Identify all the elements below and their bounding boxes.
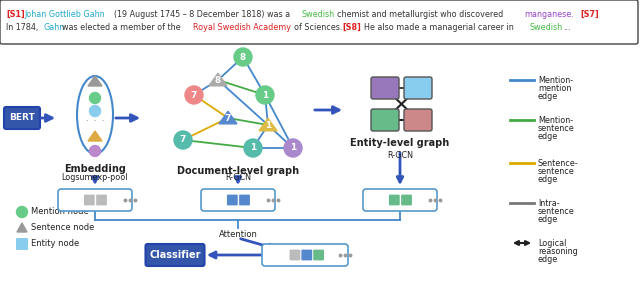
Text: Logical: Logical bbox=[538, 239, 566, 248]
Text: Sentence node: Sentence node bbox=[31, 224, 94, 232]
Text: Intra-: Intra- bbox=[538, 199, 559, 208]
FancyBboxPatch shape bbox=[227, 195, 237, 205]
Text: Royal Swedish Academy: Royal Swedish Academy bbox=[193, 23, 291, 32]
Text: chemist and metallurgist who discovered: chemist and metallurgist who discovered bbox=[337, 10, 503, 19]
Text: sentence: sentence bbox=[538, 207, 575, 216]
Text: edge: edge bbox=[538, 92, 558, 101]
Text: Document-level graph: Document-level graph bbox=[177, 166, 299, 176]
FancyBboxPatch shape bbox=[145, 244, 205, 266]
Text: Johan Gottlieb Gahn: Johan Gottlieb Gahn bbox=[24, 10, 104, 19]
Text: 8: 8 bbox=[240, 53, 246, 61]
Text: 1: 1 bbox=[250, 143, 256, 153]
FancyBboxPatch shape bbox=[4, 107, 40, 129]
Circle shape bbox=[185, 86, 203, 104]
Circle shape bbox=[17, 206, 28, 217]
Text: Classifier: Classifier bbox=[149, 250, 201, 260]
FancyBboxPatch shape bbox=[239, 195, 250, 205]
Text: Sentence-: Sentence- bbox=[538, 159, 579, 168]
Text: R-GCN: R-GCN bbox=[225, 173, 251, 183]
Circle shape bbox=[90, 106, 100, 117]
FancyBboxPatch shape bbox=[371, 77, 399, 99]
Polygon shape bbox=[88, 76, 102, 86]
Text: R-GCN: R-GCN bbox=[387, 150, 413, 160]
FancyBboxPatch shape bbox=[58, 189, 132, 211]
Text: Mention-: Mention- bbox=[538, 76, 573, 85]
Text: (19 August 1745 – 8 December 1818) was a: (19 August 1745 – 8 December 1818) was a bbox=[114, 10, 290, 19]
Polygon shape bbox=[219, 111, 237, 124]
Text: 1: 1 bbox=[265, 122, 271, 130]
Text: Swedish: Swedish bbox=[302, 10, 335, 19]
Text: [S1]: [S1] bbox=[6, 10, 25, 19]
Text: Gahn: Gahn bbox=[44, 23, 65, 32]
Text: ·  ·  ·: · · · bbox=[86, 117, 104, 127]
FancyBboxPatch shape bbox=[262, 244, 348, 266]
Text: Entity node: Entity node bbox=[31, 240, 79, 248]
FancyBboxPatch shape bbox=[313, 250, 324, 260]
FancyBboxPatch shape bbox=[301, 250, 312, 260]
Text: ...: ... bbox=[563, 23, 570, 32]
Polygon shape bbox=[88, 131, 102, 141]
Circle shape bbox=[174, 131, 192, 149]
FancyBboxPatch shape bbox=[84, 195, 95, 205]
Text: edge: edge bbox=[538, 255, 558, 264]
Text: manganese.: manganese. bbox=[524, 10, 573, 19]
Text: 7: 7 bbox=[180, 135, 186, 145]
Text: 7: 7 bbox=[225, 114, 231, 123]
Text: edge: edge bbox=[538, 175, 558, 184]
FancyBboxPatch shape bbox=[401, 195, 412, 205]
Circle shape bbox=[284, 139, 302, 157]
Text: Entity-level graph: Entity-level graph bbox=[350, 138, 450, 148]
FancyBboxPatch shape bbox=[371, 109, 399, 131]
Polygon shape bbox=[17, 223, 27, 232]
Text: 1: 1 bbox=[262, 91, 268, 99]
Text: Swedish: Swedish bbox=[530, 23, 563, 32]
Text: edge: edge bbox=[538, 215, 558, 224]
Text: [S8]: [S8] bbox=[342, 23, 361, 32]
Polygon shape bbox=[209, 73, 227, 86]
Circle shape bbox=[244, 139, 262, 157]
Text: In 1784,: In 1784, bbox=[6, 23, 38, 32]
Text: Mention node: Mention node bbox=[31, 207, 89, 217]
Circle shape bbox=[234, 48, 252, 66]
Text: edge: edge bbox=[538, 132, 558, 141]
Ellipse shape bbox=[77, 76, 113, 154]
Text: Attention: Attention bbox=[219, 230, 257, 239]
Text: 1: 1 bbox=[290, 143, 296, 153]
Text: 7: 7 bbox=[191, 91, 197, 99]
Text: reasoning: reasoning bbox=[538, 247, 578, 256]
Text: BERT: BERT bbox=[9, 114, 35, 122]
Text: of Sciences.: of Sciences. bbox=[294, 23, 342, 32]
FancyBboxPatch shape bbox=[290, 250, 300, 260]
FancyBboxPatch shape bbox=[0, 0, 638, 44]
Polygon shape bbox=[259, 118, 277, 131]
Text: mention: mention bbox=[538, 84, 572, 93]
Text: He also made a managerial career in: He also made a managerial career in bbox=[364, 23, 514, 32]
FancyBboxPatch shape bbox=[389, 195, 400, 205]
Text: 8: 8 bbox=[215, 76, 221, 85]
FancyBboxPatch shape bbox=[96, 195, 107, 205]
Text: [S7]: [S7] bbox=[580, 10, 599, 19]
Text: was elected a member of the: was elected a member of the bbox=[62, 23, 180, 32]
Text: Logsumexp-pool: Logsumexp-pool bbox=[61, 173, 128, 183]
Circle shape bbox=[90, 93, 100, 104]
FancyBboxPatch shape bbox=[363, 189, 437, 211]
Text: sentence: sentence bbox=[538, 167, 575, 176]
FancyBboxPatch shape bbox=[404, 77, 432, 99]
Text: Embedding: Embedding bbox=[64, 164, 126, 174]
FancyBboxPatch shape bbox=[404, 109, 432, 131]
FancyBboxPatch shape bbox=[201, 189, 275, 211]
Circle shape bbox=[256, 86, 274, 104]
Circle shape bbox=[90, 145, 100, 157]
FancyBboxPatch shape bbox=[16, 238, 28, 250]
Text: Mention-: Mention- bbox=[538, 116, 573, 125]
Text: sentence: sentence bbox=[538, 124, 575, 133]
